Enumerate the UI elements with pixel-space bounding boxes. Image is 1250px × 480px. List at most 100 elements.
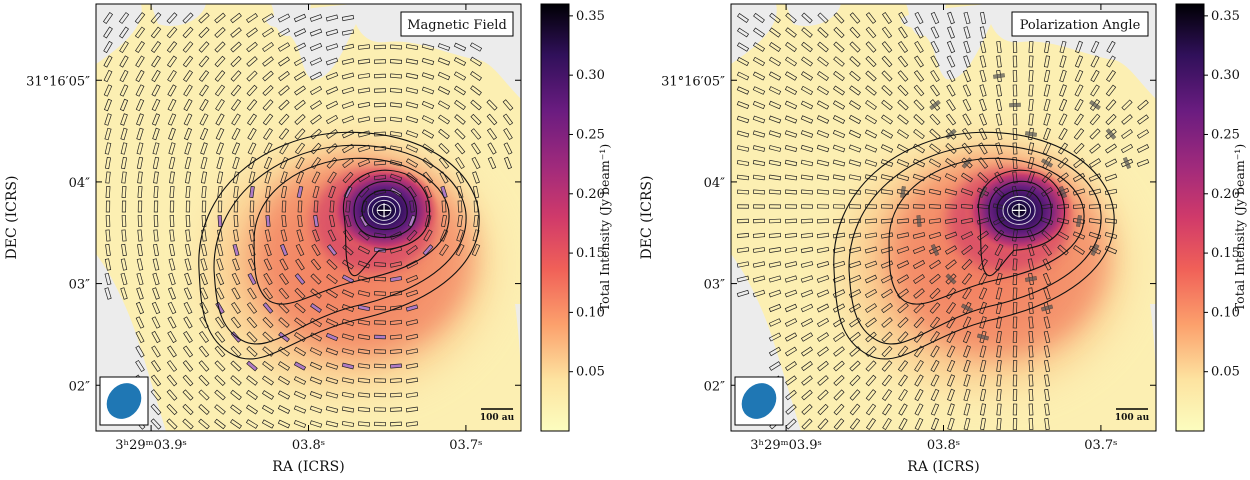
vector-segment — [880, 129, 894, 139]
vector-segment — [752, 174, 766, 181]
vector-segment — [454, 114, 466, 125]
colorbar-tick-label: 0.30 — [576, 68, 605, 83]
vector-segment — [183, 316, 193, 329]
vector-segment — [281, 200, 287, 213]
vector-segment-cross — [945, 273, 957, 285]
vector-segment — [1073, 204, 1085, 209]
vector-segment — [310, 157, 322, 169]
vector-segment — [359, 214, 369, 228]
vector-segment-cross — [1058, 185, 1068, 199]
vector-segment — [153, 200, 159, 213]
vector-segment — [962, 113, 972, 126]
vector-segment-cross — [976, 333, 990, 341]
vector-segment — [996, 345, 1002, 358]
vector-segment — [1027, 243, 1035, 257]
intensity-map — [96, 4, 521, 431]
vector-segment — [374, 334, 386, 340]
vector-segment — [832, 174, 846, 181]
vector-segment — [151, 84, 161, 97]
vector-segment — [784, 246, 798, 254]
vector-segment — [995, 127, 1003, 141]
vector-segment — [752, 130, 766, 138]
vector-segment — [768, 261, 782, 268]
vector-segment — [121, 200, 127, 213]
vector-segment — [816, 159, 830, 167]
vector-segment — [437, 86, 451, 95]
vector-segment — [865, 389, 877, 401]
vector-segment — [785, 41, 797, 53]
vector-segment — [231, 301, 241, 315]
vector-segment — [405, 43, 419, 51]
vector-segment — [103, 84, 113, 97]
vector-segment — [182, 55, 194, 68]
y-tick-label: 31°16′05″ — [26, 74, 90, 89]
vector-segment — [374, 392, 386, 398]
vector-segment — [1012, 70, 1018, 82]
vector-segment — [200, 156, 208, 170]
vector-segment — [1043, 69, 1051, 83]
vector-segment — [865, 85, 877, 96]
vector-segment — [1043, 55, 1051, 68]
vector-segment — [1043, 113, 1051, 126]
vector-segment — [913, 316, 925, 329]
vector-segment — [881, 345, 893, 358]
vector-segment — [183, 98, 193, 112]
vector-segment — [881, 374, 893, 387]
vector-segment-cross — [1040, 158, 1054, 168]
vector-segment — [736, 247, 750, 253]
vector-segment — [768, 361, 782, 371]
vector-segment — [784, 159, 798, 167]
vector-segment — [185, 200, 191, 213]
vector-segment — [979, 403, 987, 416]
vector-segment — [182, 374, 194, 387]
vector-segment — [293, 13, 307, 23]
vector-segment — [214, 55, 226, 68]
colorbar-tick-label: 0.35 — [576, 9, 605, 24]
vector-segment — [264, 229, 272, 242]
vector-segment — [930, 359, 940, 373]
vector-segment — [421, 115, 435, 124]
vector-segment — [153, 215, 159, 227]
vector-segment — [897, 302, 909, 314]
vector-segment — [944, 188, 958, 196]
vector-segment — [262, 99, 274, 111]
vector-segment — [817, 403, 829, 416]
vector-segment — [405, 115, 419, 124]
vector-segment — [405, 377, 419, 384]
vector-segment — [309, 85, 323, 96]
vector-segment — [784, 144, 798, 153]
vector-segment — [264, 171, 272, 184]
vector-segment — [1044, 417, 1050, 431]
vector-segment — [230, 27, 242, 38]
vector-segment — [1072, 172, 1086, 183]
y-tick-label: 03″ — [704, 278, 726, 293]
x-tick-label: 3ʰ29ᵐ03.9ˢ — [115, 438, 187, 453]
vector-segment — [230, 418, 242, 430]
vector-segment — [816, 332, 830, 342]
vector-segment — [849, 317, 861, 328]
vector-segment — [1120, 143, 1134, 154]
vector-segment — [182, 41, 194, 53]
vector-segment — [929, 287, 941, 300]
vector-segment — [832, 232, 846, 239]
vector-segment — [182, 345, 194, 358]
vector-segment — [136, 156, 144, 170]
vector-segment — [246, 56, 258, 67]
vector-segment — [214, 12, 226, 24]
vector-segment — [169, 200, 175, 213]
vector-segment — [374, 291, 386, 296]
vector-segment — [768, 130, 782, 138]
vector-segment — [389, 319, 403, 326]
vector-segment — [405, 304, 419, 312]
colorbar-label: Total Intensity (Jy beam⁻¹) — [597, 144, 612, 311]
vector-segment — [390, 44, 402, 50]
vector-segment — [736, 130, 750, 138]
vector-segment — [914, 11, 924, 25]
vector-segment — [166, 41, 178, 53]
vector-segment — [1012, 258, 1018, 271]
vector-segment — [897, 288, 909, 299]
vector-segment — [246, 12, 258, 24]
vector-segment — [882, 403, 892, 416]
contour-3 — [253, 157, 450, 305]
